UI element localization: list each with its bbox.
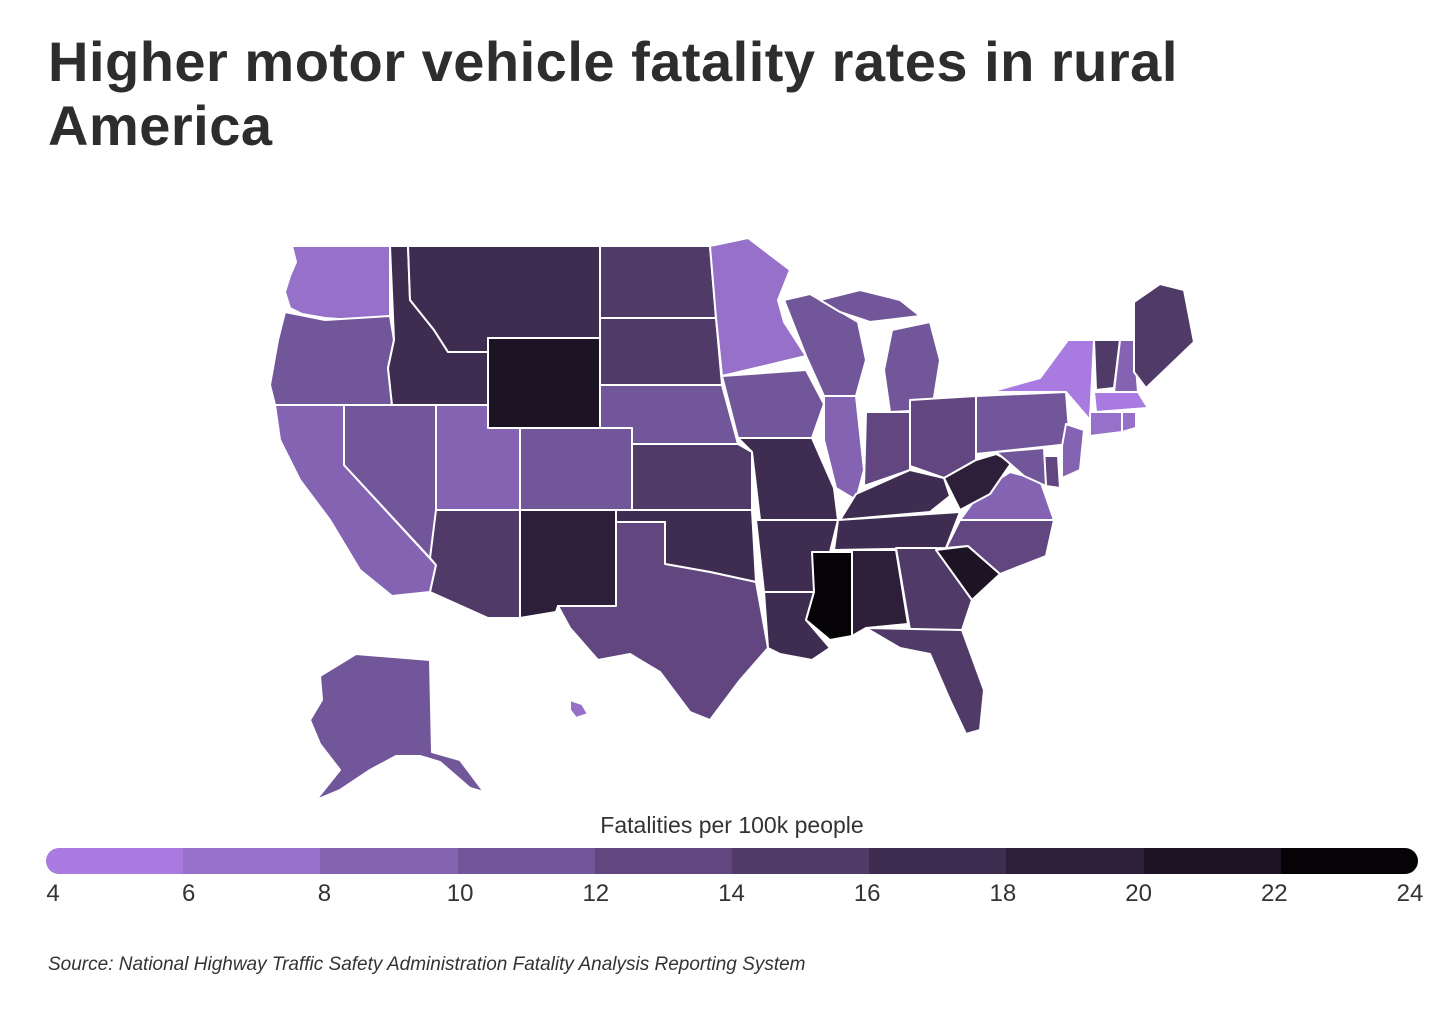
state-ga[interactable] xyxy=(895,547,973,631)
legend-tick-labels: 4 6 8 10 12 14 16 18 20 22 24 xyxy=(0,880,1450,910)
legend-tick-label: 6 xyxy=(182,880,196,907)
state-ct[interactable] xyxy=(1089,411,1123,437)
legend-swatch xyxy=(320,848,458,874)
state-hi[interactable] xyxy=(569,699,589,719)
state-wa[interactable] xyxy=(284,245,391,321)
state-ia[interactable] xyxy=(721,369,825,439)
state-me[interactable] xyxy=(1133,283,1195,389)
legend-tick-label: 20 xyxy=(1125,880,1152,907)
state-ri[interactable] xyxy=(1121,411,1137,433)
legend-swatch xyxy=(594,848,733,874)
state-tx[interactable] xyxy=(557,521,769,721)
state-nd[interactable] xyxy=(599,245,717,319)
state-pa[interactable] xyxy=(975,391,1071,455)
legend-tick-label: 18 xyxy=(989,880,1017,907)
state-al[interactable] xyxy=(851,549,909,637)
legend-title: Fatalities per 100k people xyxy=(600,812,864,838)
state-az[interactable] xyxy=(429,509,521,619)
state-co[interactable] xyxy=(519,427,633,511)
state-or[interactable] xyxy=(269,311,395,406)
legend-swatch xyxy=(1143,848,1281,874)
legend-tick-label: 24 xyxy=(1396,880,1424,907)
legend-swatch xyxy=(46,848,184,874)
state-sd[interactable] xyxy=(599,317,723,386)
legend-swatch xyxy=(457,848,595,874)
legend-tick-label: 12 xyxy=(582,880,610,907)
legend-tick-label: 10 xyxy=(446,880,474,907)
legend-tick-label: 16 xyxy=(853,880,881,907)
state-ma[interactable] xyxy=(1093,391,1149,413)
state-mn[interactable] xyxy=(709,237,807,377)
legend-swatch xyxy=(1280,848,1418,874)
legend-swatch xyxy=(1006,848,1144,874)
legend-color-bar xyxy=(46,848,1418,874)
legend-tick-label: 14 xyxy=(718,880,745,907)
state-ms[interactable] xyxy=(805,551,853,641)
state-mi-up[interactable] xyxy=(819,289,921,323)
state-mt[interactable] xyxy=(407,245,601,353)
legend-swatch xyxy=(869,848,1007,874)
legend-tick-label: 8 xyxy=(317,880,332,907)
state-wi[interactable] xyxy=(783,293,867,397)
state-ks[interactable] xyxy=(631,443,753,511)
legend-swatch xyxy=(183,848,321,874)
state-ak[interactable] xyxy=(309,653,485,801)
legend-swatch xyxy=(732,848,870,874)
state-wy[interactable] xyxy=(487,337,601,429)
state-nm[interactable] xyxy=(519,509,617,619)
source-note: Source: National Highway Traffic Safety … xyxy=(48,954,806,975)
state-nj[interactable] xyxy=(1061,423,1085,479)
state-md[interactable] xyxy=(995,447,1047,487)
legend-tick-label: 4 xyxy=(46,880,60,907)
legend-tick-label: 22 xyxy=(1260,880,1288,907)
state-fl[interactable] xyxy=(865,627,985,735)
chart-title: Higher motor vehicle fatality rates in r… xyxy=(48,30,1178,157)
